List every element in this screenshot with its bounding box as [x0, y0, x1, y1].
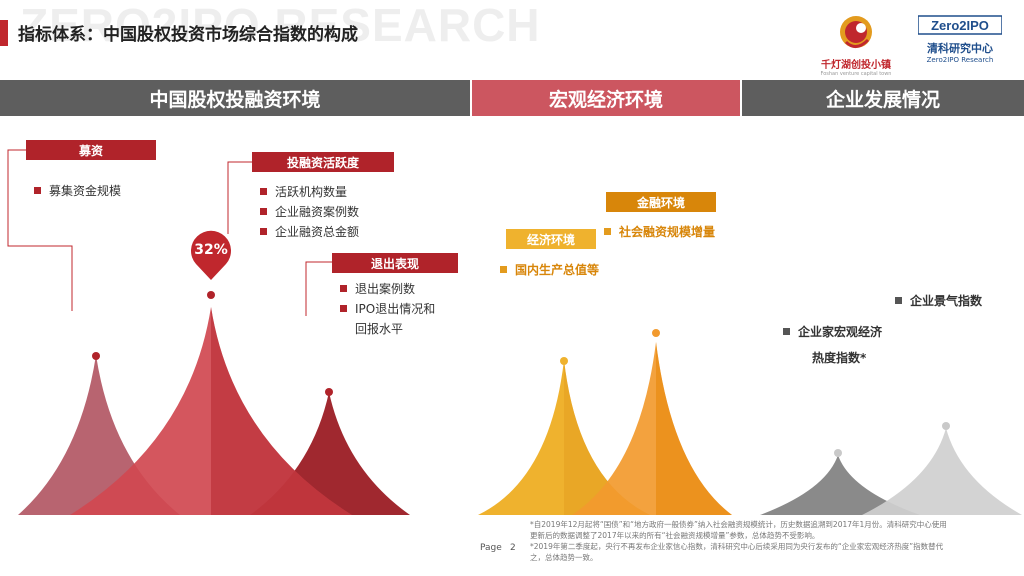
percent-label: 32%: [194, 242, 228, 258]
town-logo: 千灯湖创投小镇 Foshan venture capital town: [810, 12, 902, 77]
title-accent-bar: [0, 20, 8, 46]
footnote-line: *2019年第二季度起，央行不再发布企业家信心指数，清科研究中心后续采用同为央行…: [530, 542, 944, 551]
percent-pin-icon: [191, 230, 231, 280]
list-item-continuation: 回报水平: [355, 320, 403, 337]
item-text: 热度指数*: [812, 351, 867, 365]
peak-entrepreneur: [862, 428, 1022, 515]
list-item: 企业融资总金额: [260, 223, 359, 240]
label-activity: 投融资活跃度: [252, 152, 394, 172]
list-item-continuation: 热度指数*: [812, 349, 866, 366]
list-item: 社会融资规模增量: [604, 223, 715, 240]
town-logo-sub: Foshan venture capital town: [820, 71, 892, 77]
zero2ipo-logo: Zero2IPO 清科研究中心 Zero2IPO Research: [917, 14, 1003, 72]
label-finance: 金融环境: [606, 192, 716, 212]
label-exit: 退出表现: [332, 253, 458, 273]
footnote-line: *自2019年12月起将“国债”和“地方政府一般债券”纳入社会融资规模统计，历史…: [530, 520, 947, 529]
item-text: 社会融资规模增量: [619, 225, 716, 239]
item-text: 企业景气指数: [910, 294, 983, 308]
macro-peaks-graphic: [478, 329, 732, 515]
band-equity-environment: 中国股权投融资环境: [0, 80, 470, 116]
item-text: 退出案例数: [355, 282, 416, 296]
bullet-square-icon: [500, 266, 507, 273]
enterprise-peaks-graphic: [760, 422, 1022, 515]
list-item: 退出案例数: [340, 280, 415, 297]
watermark-text: ZERO2IPO RESEARCH: [20, 0, 541, 51]
label-economy: 经济环境: [506, 229, 596, 249]
town-logo-icon: [840, 16, 872, 48]
list-item: 企业景气指数: [895, 292, 982, 309]
band-macro-economy: 宏观经济环境: [472, 80, 740, 116]
list-item: 募集资金规模: [34, 182, 121, 199]
item-text: IPO退出情况和: [355, 302, 436, 316]
label-fundraising: 募资: [26, 140, 156, 160]
page-number: 2: [510, 543, 516, 553]
list-item: 企业家宏观经济: [783, 323, 882, 340]
band-enterprise-development: 企业发展情况: [742, 80, 1024, 116]
bullet-square-icon: [783, 328, 790, 335]
footnotes: *自2019年12月起将“国债”和“地方政府一般债券”纳入社会融资规模统计，历史…: [530, 519, 1020, 563]
list-item: IPO退出情况和: [340, 300, 435, 317]
equity-peaks-graphic: [18, 291, 410, 515]
page-label: Page: [480, 543, 502, 553]
item-text: 活跃机构数量: [275, 185, 348, 199]
item-text: 企业融资总金额: [275, 225, 360, 239]
peak-dot: [92, 352, 100, 360]
footnote-line: 更新后的数据调整了2017年以来的所有“社会融资规模增量”参数，总体趋势不受影响…: [530, 531, 820, 540]
peak-dot: [834, 449, 842, 457]
peak-activity-shade: [211, 307, 352, 515]
list-item: 活跃机构数量: [260, 183, 347, 200]
bullet-square-icon: [340, 305, 347, 312]
peak-economy-shade: [564, 360, 650, 515]
peak-dot: [207, 291, 215, 299]
bullet-square-icon: [260, 208, 267, 215]
town-logo-name: 千灯湖创投小镇: [821, 60, 891, 71]
zero2ipo-name: 清科研究中心: [927, 42, 993, 55]
bullet-square-icon: [340, 285, 347, 292]
peak-dot: [652, 329, 660, 337]
zero2ipo-brand: Zero2IPO: [931, 18, 989, 33]
item-text: 企业家宏观经济: [798, 325, 883, 339]
footnote-line: 之，总体趋势一致。: [530, 553, 598, 562]
item-text: 企业融资案例数: [275, 205, 360, 219]
bullet-square-icon: [260, 188, 267, 195]
bullet-square-icon: [34, 187, 41, 194]
peak-business-climate: [760, 455, 920, 515]
item-text: 回报水平: [355, 322, 404, 336]
peak-dot: [325, 388, 333, 396]
list-item: 企业融资案例数: [260, 203, 359, 220]
bullet-square-icon: [260, 228, 267, 235]
list-item: 国内生产总值等: [500, 261, 599, 278]
bullet-square-icon: [604, 228, 611, 235]
peak-dot: [560, 357, 568, 365]
connector-lines: [7, 149, 332, 316]
peak-dot: [942, 422, 950, 430]
bullet-square-icon: [895, 297, 902, 304]
item-text: 募集资金规模: [49, 184, 122, 198]
item-text: 国内生产总值等: [515, 263, 600, 277]
peak-finance-shade: [656, 342, 732, 515]
zero2ipo-logo-icon: Zero2IPO: [917, 15, 1003, 35]
page-title: 指标体系：中国股权投资市场综合指数的构成: [18, 25, 358, 45]
zero2ipo-sub: Zero2IPO Research: [926, 56, 994, 64]
